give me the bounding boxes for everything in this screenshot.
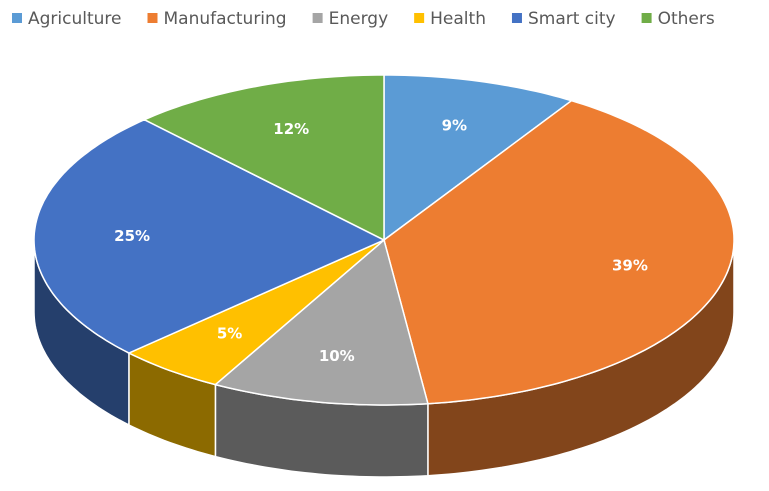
legend-label: Others (658, 9, 715, 29)
legend-swatch (414, 13, 425, 23)
slice (142, 74, 385, 242)
legend-label: Smart city (528, 9, 616, 29)
data-label: 39% (612, 256, 648, 274)
legend-label: Agriculture (28, 9, 122, 29)
slice (383, 99, 735, 405)
slice (213, 238, 429, 406)
data-label: 25% (114, 227, 150, 245)
legend-label: Health (430, 9, 486, 29)
legend-swatch (12, 13, 22, 23)
data-label: 9% (442, 116, 467, 134)
slice (383, 74, 574, 242)
legend-swatch (511, 13, 522, 23)
data-label: 12% (273, 120, 309, 138)
pie-tops (33, 74, 735, 406)
legend-swatch (641, 13, 652, 23)
pie-sides (33, 239, 735, 478)
slice (127, 239, 385, 386)
data-label: 10% (319, 347, 355, 365)
legend-swatch (312, 13, 323, 23)
legend-label: Energy (329, 9, 389, 29)
data-label: 5% (217, 324, 242, 342)
legend-swatch (147, 13, 158, 23)
legend-label: Manufacturing (164, 9, 287, 29)
slice (33, 118, 386, 354)
legend: Agriculture Manufacturing Energy Health Smar… (12, 9, 715, 29)
